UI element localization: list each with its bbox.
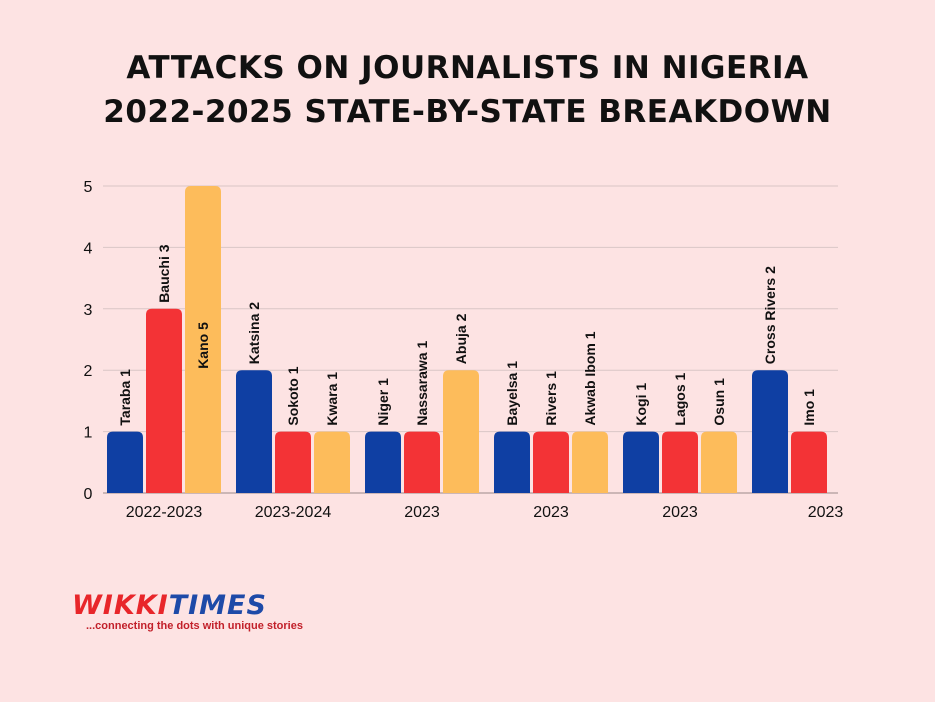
bar-data-label: Abuja 2	[453, 313, 469, 364]
bar-data-label: Katsina 2	[246, 302, 262, 364]
bar	[404, 431, 440, 493]
y-tick-label: 4	[84, 240, 93, 257]
logo-tagline: ...connecting the dots with unique stori…	[86, 620, 303, 632]
x-tick-label: 2023	[533, 504, 569, 521]
bar-data-label: Akwab Ibom 1	[582, 331, 598, 425]
bar	[185, 186, 221, 493]
chart-title: ATTACKS ON JOURNALISTS IN NIGERIA 2022-2…	[0, 46, 935, 134]
bar	[275, 431, 311, 493]
bar	[752, 370, 788, 493]
bar-data-label: Sokoto 1	[285, 366, 301, 425]
bar	[533, 431, 569, 493]
bar	[365, 431, 401, 493]
logo-wordmark: WIKKITIMES	[72, 590, 303, 622]
bar-data-label: Bayelsa 1	[504, 361, 520, 426]
bar	[236, 370, 272, 493]
x-tick-label: 2023-2024	[255, 504, 332, 521]
y-tick-label: 3	[84, 302, 93, 319]
chart-title-line-2: 2022-2025 STATE-BY-STATE BREAKDOWN	[103, 94, 832, 130]
bar-data-label: Nassarawa 1	[414, 341, 430, 426]
bar-data-label: Kwara 1	[324, 372, 340, 426]
bar-data-label: Osun 1	[711, 378, 727, 426]
bar	[623, 431, 659, 493]
bar-data-label: Lagos 1	[672, 372, 688, 425]
bar-data-label: Kogi 1	[633, 383, 649, 426]
x-tick-label: 2023	[662, 504, 698, 521]
bar-data-label: Imo 1	[801, 389, 817, 426]
bar-data-label: Rivers 1	[543, 371, 559, 426]
bar-data-label: Niger 1	[375, 378, 391, 426]
bar-data-label: Cross Rivers 2	[762, 266, 778, 364]
x-tick-label: 2023	[808, 504, 844, 521]
x-tick-label: 2023	[404, 504, 440, 521]
bar	[701, 431, 737, 493]
bar-data-label: Kano 5	[195, 322, 211, 369]
bar	[791, 431, 827, 493]
bars	[107, 186, 827, 493]
bar	[443, 370, 479, 493]
wikki-times-logo: WIKKITIMES ...connecting the dots with u…	[72, 590, 303, 632]
bar-labels: Taraba 1 Bauchi 3 Kano 5 Katsina 2 Sokoto 1 K…	[117, 244, 817, 425]
bar	[572, 431, 608, 493]
bar-data-label: Taraba 1	[117, 369, 133, 426]
y-tick-label: 1	[84, 425, 93, 442]
y-axis-ticks: 0 1 2 3 4 5	[84, 179, 93, 503]
bar	[494, 431, 530, 493]
bar	[662, 431, 698, 493]
y-tick-label: 0	[84, 486, 93, 503]
bar-data-label: Bauchi 3	[156, 244, 172, 303]
logo-word-times: TIMES	[168, 590, 267, 621]
x-axis-labels: 2022-2023 2023-2024 2023 2023 2023 2023	[126, 504, 844, 521]
logo-word-wikki: WIKKI	[72, 590, 169, 621]
bar-chart: 0 1 2 3 4 5 Taraba 1 Bauchi 3 Kano 5 Katsina 2 So…	[84, 179, 844, 521]
bar	[146, 308, 182, 493]
chart-title-line-1: ATTACKS ON JOURNALISTS IN NIGERIA	[126, 50, 809, 86]
y-tick-label: 2	[84, 363, 93, 380]
x-tick-label: 2022-2023	[126, 504, 203, 521]
bar	[314, 431, 350, 493]
bar	[107, 431, 143, 493]
y-tick-label: 5	[84, 179, 93, 196]
